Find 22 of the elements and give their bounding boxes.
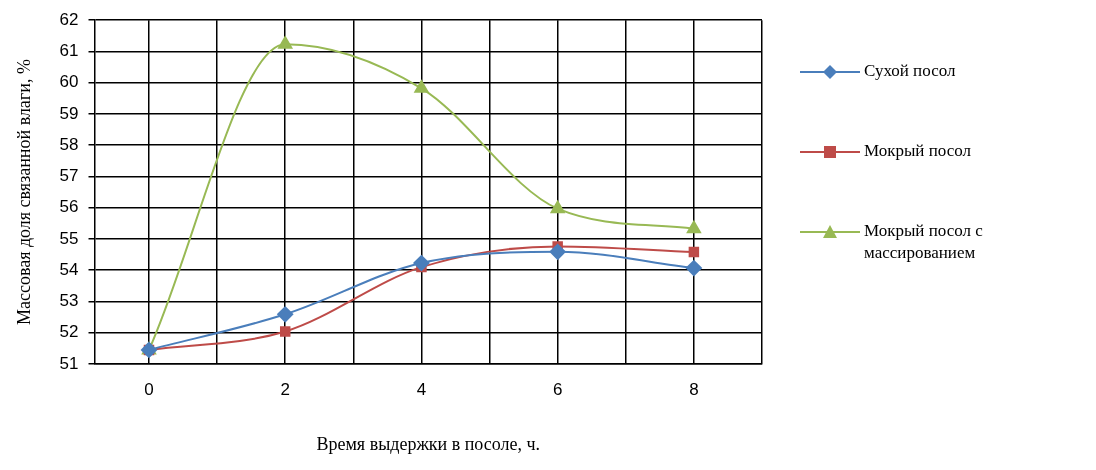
x-tick-label: 0 <box>144 379 154 399</box>
y-tick-label: 62 <box>59 9 79 29</box>
y-tick-label: 52 <box>59 322 79 342</box>
y-tick-label: 61 <box>59 41 79 61</box>
y-tick-label: 55 <box>59 228 79 248</box>
y-tick-label: 58 <box>59 134 79 154</box>
y-tick-label: 60 <box>59 72 79 92</box>
x-axis-title: Время выдержки в посоле, ч. <box>316 433 541 454</box>
y-axis-title: Массовая доля связанной влаги, % <box>13 59 34 326</box>
y-tick-label: 53 <box>59 291 79 311</box>
x-tick-label: 2 <box>280 379 290 399</box>
x-tick-label: 8 <box>689 379 699 399</box>
y-tick-label: 51 <box>59 353 79 373</box>
x-tick-label: 6 <box>552 379 563 399</box>
y-tick-label: 56 <box>59 197 79 217</box>
y-tick-label: 54 <box>59 259 79 279</box>
legend-label: Мокрый посол <box>864 140 973 162</box>
y-tick-label: 57 <box>59 166 79 186</box>
legend-label: Сухой посол <box>864 60 957 82</box>
x-tick-label: 4 <box>416 379 427 399</box>
legend-label: Мокрый посол с массированием <box>864 220 984 264</box>
y-tick-label: 59 <box>59 103 79 123</box>
